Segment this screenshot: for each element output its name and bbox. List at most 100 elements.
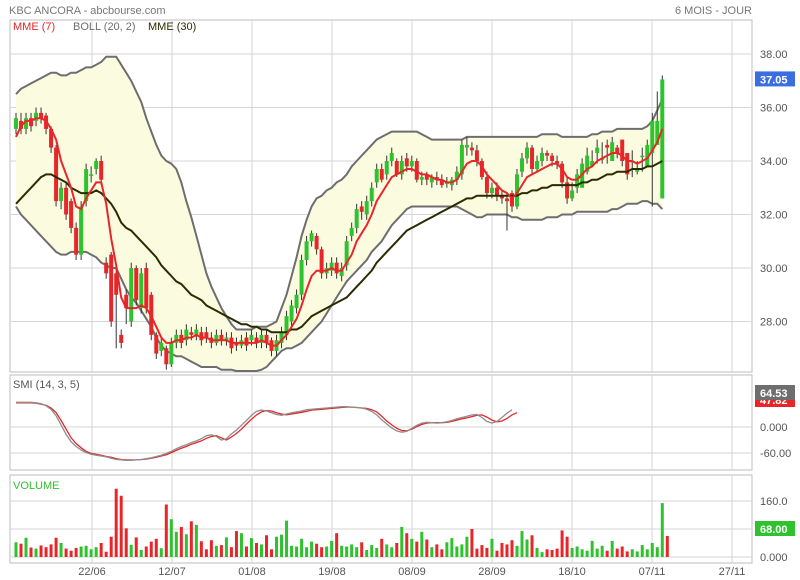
volume-bar-77 bbox=[400, 526, 404, 557]
candle-body-94 bbox=[484, 177, 489, 194]
volume-bar-2 bbox=[24, 537, 28, 557]
volume-bar-130 bbox=[665, 536, 669, 557]
volume-bars bbox=[14, 488, 669, 557]
x-tick-7: 07/11 bbox=[639, 566, 666, 578]
x-tick-4: 08/09 bbox=[398, 566, 426, 578]
volume-bar-30 bbox=[164, 504, 168, 557]
volume-bar-89 bbox=[460, 544, 464, 557]
candle-body-23 bbox=[129, 268, 134, 322]
candle-body-125 bbox=[640, 155, 645, 158]
candle-body-47 bbox=[249, 334, 254, 341]
volume-bar-101 bbox=[520, 531, 524, 557]
period-label: 6 MOIS - JOUR bbox=[675, 5, 752, 17]
candle-body-115 bbox=[590, 161, 595, 167]
volume-bar-0 bbox=[14, 542, 18, 557]
volume-bar-23 bbox=[129, 544, 133, 557]
candle-body-15 bbox=[89, 174, 94, 176]
volume-bar-122 bbox=[625, 551, 629, 557]
candle-body-54 bbox=[284, 316, 289, 335]
volume-bar-95 bbox=[490, 538, 494, 557]
x-tick-8: 27/11 bbox=[719, 566, 746, 578]
candle-body-12 bbox=[74, 227, 79, 255]
candle-body-121 bbox=[620, 139, 625, 161]
volume-bar-69 bbox=[360, 542, 364, 557]
smi-tick-1: -60.00 bbox=[760, 448, 791, 460]
price-tick-2: 34.00 bbox=[760, 156, 788, 168]
volume-bar-83 bbox=[430, 547, 434, 557]
volume-bar-126 bbox=[645, 549, 649, 557]
candle-body-68 bbox=[354, 209, 359, 228]
volume-bar-61 bbox=[320, 547, 324, 557]
volume-bar-11 bbox=[69, 550, 73, 557]
volume-bar-118 bbox=[605, 550, 609, 557]
volume-bar-123 bbox=[630, 549, 634, 557]
candle-body-66 bbox=[344, 241, 349, 266]
candle-body-101 bbox=[520, 158, 525, 172]
candle-body-11 bbox=[69, 201, 74, 228]
volume-bar-67 bbox=[350, 544, 354, 557]
volume-bar-104 bbox=[535, 547, 539, 557]
smi-tag-fast: 64.53 bbox=[760, 388, 788, 400]
volume-bar-115 bbox=[590, 540, 594, 557]
volume-bar-50 bbox=[265, 535, 268, 557]
volume-bar-119 bbox=[610, 540, 614, 557]
volume-bar-52 bbox=[275, 536, 279, 557]
candle-body-100 bbox=[515, 174, 519, 207]
candle-body-110 bbox=[565, 182, 570, 199]
bollinger-bands bbox=[15, 55, 664, 372]
candle-body-30 bbox=[164, 348, 169, 365]
volume-bar-8 bbox=[54, 537, 58, 557]
candle-body-34 bbox=[184, 329, 189, 341]
price-tick-1: 36.00 bbox=[760, 103, 788, 115]
volume-bar-85 bbox=[440, 549, 444, 557]
volume-bar-64 bbox=[335, 533, 339, 557]
candle-body-32 bbox=[174, 334, 179, 343]
volume-bar-19 bbox=[109, 536, 113, 557]
volume-bar-98 bbox=[505, 544, 509, 557]
volume-bar-111 bbox=[570, 547, 574, 557]
volume-bar-110 bbox=[565, 536, 569, 557]
price-tick-4: 30.00 bbox=[760, 263, 788, 275]
volume-bar-5 bbox=[39, 545, 43, 557]
candlesticks bbox=[14, 75, 665, 370]
volume-bar-55 bbox=[290, 545, 294, 557]
candle-body-33 bbox=[179, 334, 184, 343]
candle-body-108 bbox=[555, 161, 560, 164]
volume-bar-100 bbox=[515, 545, 519, 557]
volume-bar-88 bbox=[455, 546, 459, 557]
candle-body-8 bbox=[54, 147, 59, 202]
candle-body-75 bbox=[389, 152, 394, 161]
candle-body-57 bbox=[299, 259, 304, 295]
candle-body-127 bbox=[650, 120, 655, 153]
volume-bar-112 bbox=[575, 546, 579, 557]
price-legend: MME (7) BOLL (20, 2) MME (30) bbox=[13, 21, 196, 33]
volume-bar-48 bbox=[254, 543, 258, 557]
volume-bar-26 bbox=[144, 546, 148, 557]
candle-body-5 bbox=[39, 112, 44, 119]
candle-body-59 bbox=[309, 233, 314, 242]
volume-bar-34 bbox=[184, 534, 188, 557]
candle-body-91 bbox=[469, 147, 474, 151]
volume-bar-92 bbox=[475, 548, 479, 557]
candle-body-83 bbox=[429, 177, 434, 183]
candle-body-79 bbox=[409, 161, 414, 167]
candle-body-29 bbox=[159, 342, 164, 351]
volume-bar-4 bbox=[34, 548, 38, 557]
candle-body-129 bbox=[660, 79, 665, 199]
smi-line-1 bbox=[16, 401, 513, 462]
volume-bar-113 bbox=[580, 549, 584, 557]
candle-body-72 bbox=[374, 169, 379, 183]
candle-body-128 bbox=[655, 120, 660, 145]
volume-bar-56 bbox=[295, 546, 299, 557]
candle-body-90 bbox=[464, 144, 469, 148]
candle-body-21 bbox=[119, 334, 124, 343]
candle-body-120 bbox=[615, 147, 620, 153]
smi-panel-frame bbox=[9, 374, 753, 471]
candle-body-103 bbox=[530, 147, 535, 170]
volume-bar-117 bbox=[600, 545, 604, 557]
candle-body-22 bbox=[124, 294, 129, 309]
candle-body-35 bbox=[189, 332, 194, 335]
candle-body-78 bbox=[404, 158, 409, 167]
candle-body-93 bbox=[479, 161, 484, 178]
candle-body-116 bbox=[595, 147, 600, 153]
